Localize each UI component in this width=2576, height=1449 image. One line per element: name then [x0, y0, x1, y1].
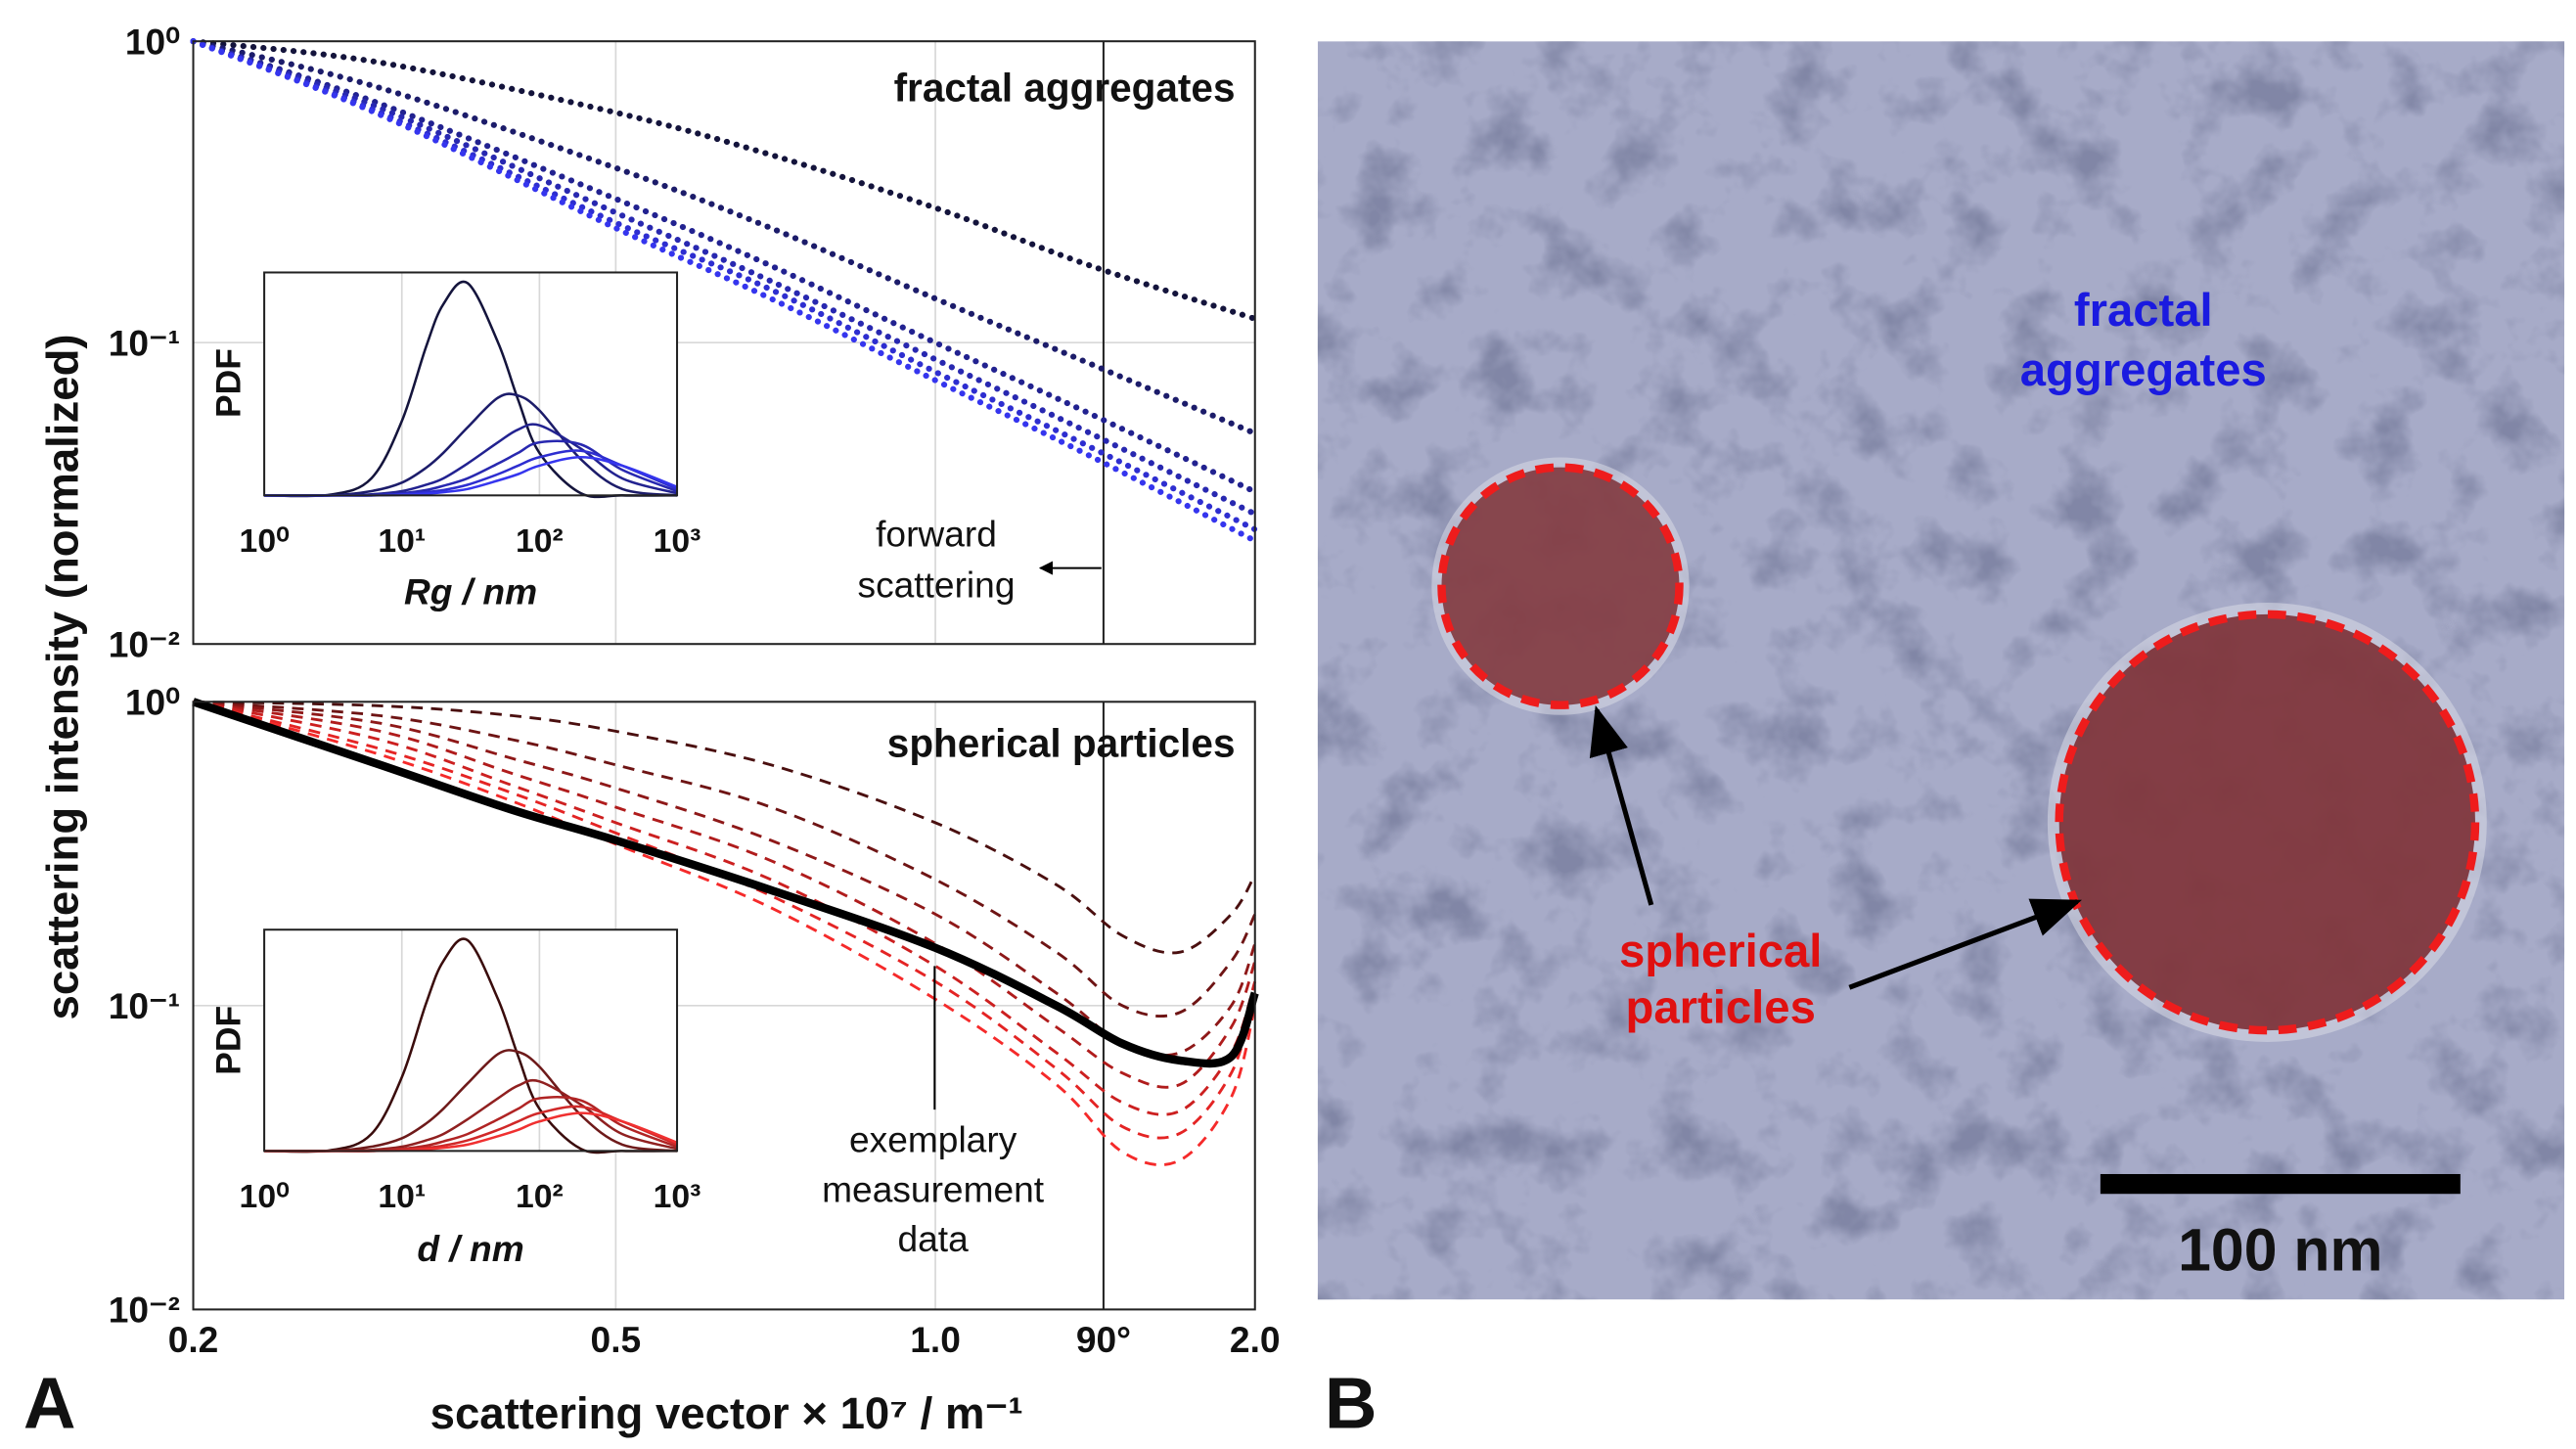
x-tick-label: 10⁰ — [240, 1178, 290, 1215]
series-line — [193, 700, 1256, 955]
scale-bar — [2100, 1173, 2461, 1195]
plot-frame — [192, 40, 1256, 646]
x-tick-label: 0.2 — [168, 1319, 219, 1360]
y-tick-label: 10⁻¹ — [109, 985, 180, 1026]
plot-frame — [263, 928, 679, 1153]
series-line — [193, 700, 1257, 1140]
label: particles — [1626, 981, 1816, 1033]
y-tick-label: 10⁻¹ — [109, 322, 180, 363]
y-tick-label: 10⁻² — [109, 1290, 180, 1331]
inset-y-label: PDF — [209, 1006, 249, 1075]
x-tick-label: 10³ — [654, 1178, 701, 1215]
label: spherical — [1619, 926, 1822, 977]
series-line — [193, 700, 1257, 1167]
panel-label: A — [23, 1362, 76, 1443]
plots: 10⁰ 10⁻¹ 10⁻² 10⁰ 10¹ 10² 10³ 0.2 0.5 1.0 90° 2.0 10… — [109, 21, 1281, 1360]
x-tick-label: 1.0 — [910, 1319, 961, 1360]
x-tick-label: 10¹ — [378, 1178, 426, 1215]
annotation: forward — [876, 513, 997, 554]
series-line — [190, 38, 1258, 322]
x-tick-label: 10² — [516, 522, 564, 560]
annotation: data — [898, 1218, 970, 1259]
inset-x-label: d / nm — [417, 1228, 523, 1269]
plot-area — [264, 272, 678, 496]
chart: 10⁰ 10¹ 10² 10³ — [240, 271, 701, 560]
particle-outline — [2055, 610, 2480, 1035]
scale-bar-label: 100 nm — [2178, 1217, 2382, 1284]
y-tick-label: 10⁻² — [109, 623, 180, 664]
series-line — [193, 700, 1257, 1019]
chart: 10⁰ 10¹ 10² 10³ — [240, 928, 701, 1215]
series-line — [264, 392, 678, 497]
particle-outline — [1437, 463, 1684, 709]
x-tick-label: 2.0 — [1230, 1319, 1281, 1360]
x-axis-label: scattering vector × 10⁷ / m⁻¹ — [430, 1388, 1023, 1438]
series-line — [264, 1049, 678, 1153]
x-tick-label: 10³ — [654, 522, 701, 560]
x-tick-label: 10¹ — [378, 522, 426, 560]
series-line — [193, 700, 1257, 1058]
y-tick-label: 10⁰ — [125, 681, 180, 722]
series-line — [190, 38, 1258, 544]
series-line — [264, 280, 678, 499]
arrow — [1589, 704, 1654, 906]
plot-area — [264, 929, 678, 1152]
label: aggregates — [2020, 344, 2267, 396]
series-line — [192, 698, 1259, 1068]
particle — [2058, 613, 2475, 1031]
micrograph — [1317, 41, 2565, 1300]
plot-frame — [192, 701, 1256, 1311]
arrow — [1848, 898, 2082, 990]
inset-y-label: PDF — [209, 348, 249, 418]
series-line — [193, 700, 1257, 1116]
x-tick-label: 0.5 — [591, 1319, 642, 1360]
inset-x-label: Rg / nm — [404, 570, 537, 611]
panel-title: spherical particles — [887, 721, 1236, 766]
series-line — [264, 937, 678, 1155]
panel-label: B — [1325, 1362, 1378, 1443]
annotation: exemplary — [849, 1119, 1017, 1160]
series-line — [190, 38, 1258, 518]
y-tick-label: 10⁰ — [125, 21, 180, 62]
label: fractal — [2074, 285, 2213, 337]
x-tick-label: 10⁰ — [240, 522, 290, 560]
annotation: measurement — [822, 1168, 1045, 1209]
annotation: scattering — [858, 565, 1016, 606]
x-tick-label: 10² — [516, 1178, 564, 1215]
panel-title: fractal aggregates — [894, 66, 1236, 111]
y-axis-label: scattering intensity (normalized) — [38, 334, 88, 1019]
plot-frame — [263, 271, 679, 497]
particle — [1441, 467, 1680, 705]
series-line — [190, 38, 1258, 436]
series-line — [193, 700, 1257, 1089]
x-tick-label: 90° — [1076, 1319, 1131, 1360]
